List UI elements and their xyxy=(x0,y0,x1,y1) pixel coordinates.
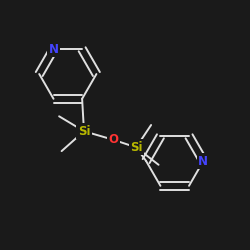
Text: Si: Si xyxy=(78,125,90,138)
Text: N: N xyxy=(48,43,58,56)
Text: Si: Si xyxy=(130,141,142,154)
Text: O: O xyxy=(109,134,119,146)
Text: N: N xyxy=(198,154,208,168)
